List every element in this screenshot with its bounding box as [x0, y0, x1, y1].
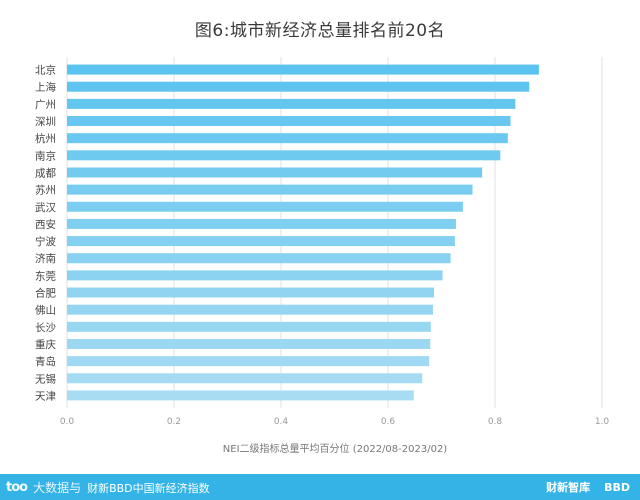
category-label: 天津 — [35, 390, 56, 402]
category-label: 济南 — [35, 252, 56, 265]
x-tick-label: 0.2 — [167, 417, 181, 427]
category-label: 南京 — [35, 149, 56, 162]
bar — [67, 356, 430, 367]
footer-logo: too — [6, 480, 28, 495]
bar — [67, 338, 431, 349]
chart-title: 图6:城市新经济总量排名前20名 — [194, 21, 446, 41]
x-tick-label: 0.0 — [60, 417, 75, 427]
category-label: 宁波 — [35, 235, 56, 248]
bar — [67, 270, 443, 281]
bar — [67, 81, 530, 92]
footer-source: 财新BBD中国新经济指数 — [87, 481, 210, 495]
category-label: 青岛 — [35, 355, 56, 368]
category-label: 无锡 — [35, 372, 56, 385]
bar — [67, 287, 435, 298]
category-label: 北京 — [35, 64, 56, 77]
bar — [67, 373, 423, 384]
category-label: 东莞 — [35, 269, 56, 282]
bbd-logo: BBD — [604, 480, 630, 494]
bar — [67, 98, 516, 109]
category-label: 苏州 — [35, 184, 56, 197]
bar — [67, 201, 463, 212]
category-label: 佛山 — [35, 304, 56, 317]
bar — [67, 133, 508, 144]
category-label: 合肥 — [35, 287, 56, 300]
bar — [67, 184, 473, 195]
bar — [67, 150, 501, 161]
category-label: 上海 — [35, 81, 56, 94]
footer-brand: 大数据与 — [33, 481, 82, 495]
caixin-think-tank-logo: 财新智库 — [546, 481, 591, 494]
x-tick-label: 1.0 — [595, 417, 610, 427]
category-label: 长沙 — [35, 322, 56, 334]
x-tick-label: 0.8 — [488, 417, 503, 427]
x-tick-label: 0.4 — [274, 417, 289, 427]
category-label: 重庆 — [35, 338, 56, 351]
bar — [67, 253, 451, 264]
category-label: 深圳 — [35, 116, 56, 128]
bar-chart: 0.0 0.2 0.4 0.6 0.8 1.0 北京上海广州深圳杭州南京成都苏州武汉西安宁波… — [35, 57, 610, 427]
bar — [67, 64, 539, 75]
bar — [67, 116, 511, 127]
category-label: 西安 — [35, 218, 56, 231]
bar — [67, 390, 414, 401]
x-tick-label: 0.6 — [381, 417, 396, 427]
bar — [67, 218, 456, 229]
footer-bar: too 大数据与 财新BBD中国新经济指数 财新智库 BBD — [0, 474, 640, 500]
x-axis-label: NEI二级指标总量平均百分位 (2022/08-2023/02) — [222, 444, 448, 455]
category-label: 武汉 — [35, 201, 56, 214]
category-label: 杭州 — [35, 132, 56, 145]
bar — [67, 236, 455, 247]
category-label: 广州 — [35, 99, 56, 111]
bar — [67, 321, 431, 332]
bar — [67, 167, 483, 178]
bar — [67, 304, 433, 315]
category-label: 成都 — [35, 167, 56, 179]
